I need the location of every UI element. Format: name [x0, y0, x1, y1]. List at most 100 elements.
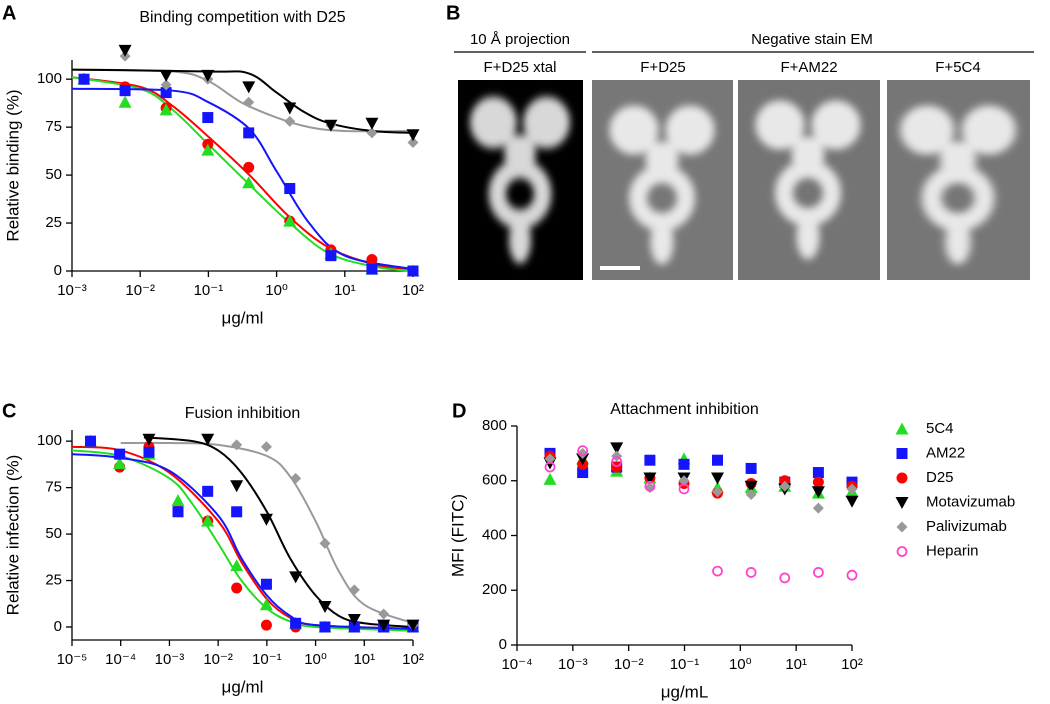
point: [259, 598, 273, 611]
legend-marker: [895, 422, 909, 435]
point: [846, 569, 858, 581]
x-tick-label: 10⁻¹: [194, 282, 224, 299]
point: [745, 488, 757, 500]
point: [577, 467, 589, 479]
point: [119, 85, 131, 97]
point: [544, 461, 556, 473]
image-label: F+D25 xtal: [484, 59, 557, 76]
point: [201, 514, 215, 527]
x-tick-label: 10⁻⁴: [105, 651, 136, 668]
y-tick-label: 75: [45, 479, 62, 496]
y-axis-label: Relative binding (%): [3, 89, 22, 241]
point: [711, 472, 725, 485]
point: [290, 617, 302, 629]
point: [201, 433, 215, 446]
point: [325, 250, 337, 262]
image-label: F+AM22: [780, 59, 837, 76]
point: [347, 614, 361, 627]
point: [113, 456, 127, 469]
point: [142, 433, 156, 446]
x-tick-label: 10¹: [785, 656, 807, 673]
point: [845, 495, 859, 508]
x-tick-label: 10⁻⁵: [57, 651, 88, 668]
y-tick-label: 200: [482, 581, 507, 598]
x-tick-label: 10¹: [353, 651, 375, 668]
legend-label: Palivizumab: [926, 518, 1007, 535]
legend-label: 5C4: [926, 420, 954, 437]
point: [577, 447, 589, 459]
x-tick-label: 10⁻³: [155, 651, 185, 668]
point: [202, 112, 214, 124]
point: [406, 129, 420, 142]
point: [407, 265, 419, 277]
x-tick-label: 10⁻²: [125, 282, 155, 299]
y-tick-label: 50: [45, 166, 62, 183]
point: [745, 567, 757, 578]
em-header: Negative stain EM: [751, 31, 873, 48]
point: [366, 253, 378, 265]
point: [406, 619, 420, 632]
y-tick-label: 600: [482, 472, 507, 489]
legend-marker: [896, 472, 908, 484]
y-tick-label: 0: [54, 262, 62, 279]
point: [610, 442, 624, 455]
point: [644, 454, 656, 466]
x-tick-label: 10⁰: [265, 282, 288, 299]
panel-letter: C: [2, 400, 16, 422]
point: [643, 472, 657, 485]
x-tick-label: 10¹: [334, 282, 356, 299]
x-tick-label: 10⁻²: [203, 651, 233, 668]
point: [407, 136, 419, 148]
x-tick-label: 10⁻³: [558, 656, 588, 673]
fit-curve: [120, 441, 414, 625]
point: [779, 572, 791, 584]
legend-marker: [896, 521, 908, 533]
image-label: F+5C4: [935, 59, 980, 76]
point: [143, 446, 155, 458]
legend-label: Motavizumab: [926, 493, 1015, 510]
point: [172, 506, 184, 518]
point: [114, 448, 126, 460]
point: [85, 435, 97, 447]
chart-title: Fusion inhibition: [185, 405, 301, 422]
point: [319, 537, 331, 549]
point: [812, 467, 824, 479]
panel-letter: A: [2, 2, 16, 24]
point: [348, 584, 360, 596]
legend-marker: [896, 448, 908, 459]
point: [366, 127, 378, 139]
point: [744, 480, 758, 493]
point: [811, 486, 825, 499]
y-tick-label: 100: [37, 432, 62, 449]
point: [202, 485, 214, 497]
point: [283, 102, 297, 115]
fit-curve: [71, 87, 414, 271]
panel-letter: B: [446, 2, 460, 24]
panel-letter: D: [452, 400, 466, 422]
point: [678, 475, 690, 487]
y-tick-label: 75: [45, 118, 62, 135]
point: [243, 127, 255, 139]
x-tick-label: 10²: [402, 651, 424, 668]
point: [712, 565, 723, 577]
chart-title: Binding competition with D25: [139, 9, 345, 26]
axis-line: [71, 430, 413, 641]
y-tick-label: 25: [45, 214, 62, 231]
point: [242, 176, 256, 189]
point: [160, 87, 172, 99]
point: [348, 621, 360, 633]
point: [318, 601, 332, 614]
point: [259, 513, 273, 526]
point: [243, 161, 255, 173]
point: [284, 183, 296, 195]
y-tick-label: 25: [45, 571, 62, 588]
y-tick-label: 0: [54, 618, 62, 635]
point: [159, 69, 173, 82]
point: [378, 608, 390, 620]
x-tick-label: 10²: [402, 282, 424, 299]
point: [377, 619, 391, 632]
x-tick-label: 10⁰: [729, 656, 752, 673]
x-tick-label: 10⁻⁴: [501, 656, 532, 673]
y-tick-label: 800: [482, 417, 507, 434]
point: [260, 619, 272, 631]
